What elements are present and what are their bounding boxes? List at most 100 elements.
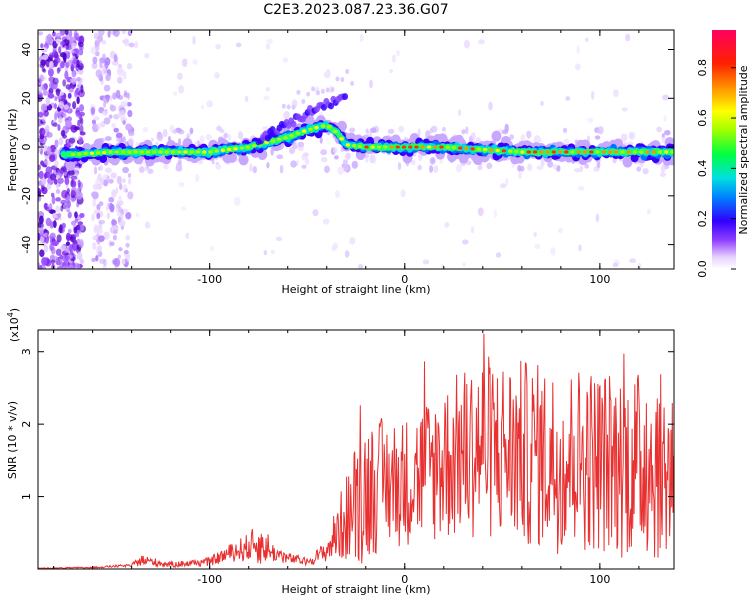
noise-speckle bbox=[92, 183, 99, 191]
noise-speckle bbox=[39, 127, 46, 136]
noise-speckle bbox=[126, 63, 133, 70]
noise-speckle bbox=[509, 134, 514, 140]
noise-speckle bbox=[52, 77, 59, 85]
ridge-core bbox=[408, 145, 413, 149]
noise-speckle bbox=[121, 258, 126, 265]
noise-speckle bbox=[400, 189, 406, 198]
branch-speckle bbox=[306, 91, 311, 97]
noise-speckle bbox=[58, 224, 63, 234]
ridge-core bbox=[601, 150, 606, 154]
noise-speckle bbox=[54, 110, 62, 118]
colorbar: 0.0 0.2 0.4 0.6 0.8 Normalized spectral ampl… bbox=[696, 30, 750, 278]
noise-speckle bbox=[54, 148, 59, 155]
ridge-mark bbox=[360, 143, 366, 150]
ridge-core bbox=[582, 150, 588, 154]
noise-speckle bbox=[344, 250, 350, 258]
noise-speckle bbox=[74, 48, 80, 55]
noise-speckle bbox=[107, 30, 111, 38]
noise-speckle bbox=[444, 221, 450, 228]
ridge-mark bbox=[238, 154, 249, 166]
noise-speckle bbox=[74, 32, 80, 41]
ridge-core bbox=[651, 150, 656, 154]
noise-speckle bbox=[94, 224, 98, 232]
noise-speckle bbox=[38, 196, 42, 202]
noise-speckle bbox=[91, 62, 98, 70]
noise-speckle bbox=[501, 129, 509, 135]
noise-speckle bbox=[106, 175, 110, 184]
ridge-core bbox=[551, 150, 557, 154]
noise-speckle bbox=[63, 112, 67, 118]
noise-speckle bbox=[43, 244, 49, 253]
noise-speckle bbox=[397, 162, 402, 171]
noise-speckle bbox=[358, 263, 364, 269]
spectrogram-y-label: Frequency (Hz) bbox=[6, 109, 19, 192]
noise-speckle bbox=[468, 135, 473, 144]
noise-speckle bbox=[101, 40, 107, 45]
noise-speckle bbox=[92, 241, 97, 250]
noise-speckle bbox=[205, 134, 212, 141]
noise-speckle bbox=[66, 188, 71, 194]
branch-speckle bbox=[345, 68, 350, 74]
ridge-core bbox=[70, 152, 76, 156]
noise-speckle bbox=[54, 160, 59, 168]
noise-speckle bbox=[113, 30, 120, 37]
noise-speckle bbox=[78, 69, 84, 75]
noise-speckle bbox=[214, 71, 220, 79]
noise-speckle bbox=[345, 152, 351, 160]
ridge-core bbox=[539, 150, 544, 154]
ridge-core bbox=[195, 150, 201, 154]
noise-speckle bbox=[41, 54, 49, 61]
noise-speckle bbox=[79, 117, 84, 126]
noise-speckle bbox=[95, 51, 100, 57]
noise-speckle bbox=[270, 249, 275, 255]
ridge-core bbox=[77, 152, 82, 156]
noise-speckle bbox=[62, 79, 67, 87]
ridge-core bbox=[626, 150, 631, 154]
noise-speckle bbox=[263, 250, 268, 256]
noise-speckle bbox=[389, 68, 393, 74]
snr-ticks: -100 0 100 1 2 3 bbox=[20, 330, 674, 586]
noise-speckle bbox=[526, 130, 532, 139]
snr-x-tick-label: 0 bbox=[401, 573, 408, 586]
ridge-core bbox=[251, 144, 257, 148]
ridge-core bbox=[470, 147, 475, 151]
noise-speckle bbox=[117, 76, 123, 84]
ridge-core bbox=[95, 151, 101, 155]
noise-speckle bbox=[100, 177, 104, 186]
noise-speckle bbox=[499, 183, 507, 189]
noise-speckle bbox=[103, 231, 110, 240]
snr-y-tick-label: 2 bbox=[20, 421, 33, 428]
noise-speckle bbox=[520, 133, 526, 143]
noise-speckle bbox=[234, 196, 241, 206]
noise-speckle bbox=[178, 182, 185, 187]
noise-speckle bbox=[116, 69, 124, 76]
noise-speckle bbox=[215, 43, 222, 50]
noise-speckle bbox=[79, 104, 85, 112]
noise-speckle bbox=[261, 126, 269, 131]
noise-speckle bbox=[93, 209, 98, 215]
noise-speckle bbox=[95, 255, 99, 262]
noise-speckle bbox=[74, 90, 78, 98]
ridge-core bbox=[270, 139, 276, 143]
noise-speckle bbox=[359, 33, 364, 43]
noise-speckle bbox=[319, 136, 323, 144]
noise-speckle bbox=[76, 251, 83, 261]
noise-speckle bbox=[38, 144, 41, 153]
noise-speckle bbox=[47, 68, 54, 77]
noise-speckle bbox=[38, 92, 43, 99]
noise-speckle bbox=[109, 104, 114, 111]
noise-speckle bbox=[117, 216, 122, 223]
noise-speckle bbox=[90, 191, 97, 198]
noise-speckle bbox=[77, 111, 82, 120]
noise-speckle bbox=[127, 30, 132, 37]
colorbar-tick-label: 0.8 bbox=[696, 59, 709, 77]
noise-speckle bbox=[138, 166, 145, 173]
noise-speckle bbox=[200, 104, 204, 110]
noise-speckle bbox=[104, 136, 112, 141]
noise-speckle bbox=[90, 107, 96, 115]
noise-speckle bbox=[276, 154, 284, 160]
noise-speckle bbox=[39, 249, 45, 257]
noise-speckle bbox=[457, 109, 462, 117]
noise-speckle bbox=[536, 165, 544, 170]
